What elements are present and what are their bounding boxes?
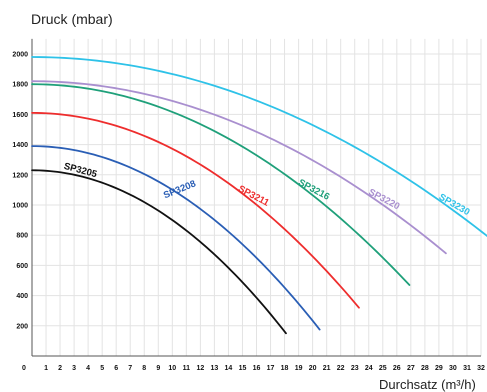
- x-tick-label: 1: [44, 365, 48, 372]
- y-tick-label: 1000: [12, 203, 28, 210]
- y-axis-ticks: 200 400 600 800 1000 1200 1400 1600 1800 2000: [12, 52, 28, 331]
- x-axis-ticks: 0 1 2 3 4 5 6 7 8 9 10 11 12 13 14 15 16 17 18 19 20 21 22 23 24…: [22, 365, 485, 372]
- x-tick-label: 30: [449, 365, 457, 372]
- x-tick-label: 10: [168, 365, 176, 372]
- x-tick-label: 14: [225, 365, 233, 372]
- x-tick-label: 32: [477, 365, 485, 372]
- x-tick-label: 2: [58, 365, 62, 372]
- x-tick-label: 9: [156, 365, 160, 372]
- y-tick-label: 600: [16, 263, 28, 270]
- y-tick-label: 1800: [12, 82, 28, 89]
- y-tick-label: 400: [16, 293, 28, 300]
- x-tick-label: 28: [421, 365, 429, 372]
- x-tick-label: 26: [393, 365, 401, 372]
- x-tick-label: 4: [86, 365, 90, 372]
- x-tick-label: 20: [309, 365, 317, 372]
- x-tick-label: 16: [253, 365, 261, 372]
- series-line-sp3220: [31, 80, 447, 255]
- x-tick-label: 21: [323, 365, 331, 372]
- y-tick-label: 1600: [12, 112, 28, 119]
- x-tick-label: 3: [72, 365, 76, 372]
- y-axis-label: Druck (mbar): [31, 11, 113, 27]
- x-tick-label: 27: [407, 365, 415, 372]
- series-line-sp3211: [31, 111, 360, 309]
- x-tick-label: 31: [463, 365, 471, 372]
- x-tick-label: 15: [239, 365, 247, 372]
- x-tick-label: 7: [128, 365, 132, 372]
- y-tick-label: 1400: [12, 142, 28, 149]
- series-label-sp3208: SP3208: [162, 178, 197, 201]
- x-axis-label: Durchsatz (m³/h): [379, 377, 476, 392]
- x-tick-label: 19: [295, 365, 303, 372]
- series-line-sp3205: [31, 169, 287, 335]
- x-tick-label: 23: [351, 365, 359, 372]
- series-line-sp3230: [31, 56, 487, 238]
- x-tick-label: 13: [211, 365, 219, 372]
- series-curves: [31, 56, 487, 335]
- x-tick-label: 25: [379, 365, 387, 372]
- series-label-sp3220: SP3220: [366, 187, 401, 213]
- x-tick-label: 5: [100, 365, 104, 372]
- x-tick-label: 8: [142, 365, 146, 372]
- y-tick-label: 800: [16, 233, 28, 240]
- x-tick-label: 22: [337, 365, 345, 372]
- x-tick-label: 12: [196, 365, 204, 372]
- series-line-sp3216: [31, 83, 411, 286]
- y-tick-label: 2000: [12, 52, 28, 59]
- series-label-sp3205: SP3205: [63, 161, 99, 181]
- series-line-sp3208: [31, 145, 321, 331]
- x-tick-label: 17: [267, 365, 275, 372]
- x-tick-label: 6: [114, 365, 118, 372]
- x-tick-label: 29: [435, 365, 443, 372]
- y-tick-label: 1200: [12, 172, 28, 179]
- x-tick-label: 0: [22, 365, 26, 372]
- x-tick-label: 18: [281, 365, 289, 372]
- x-tick-label: 11: [183, 365, 191, 372]
- x-tick-label: 24: [365, 365, 373, 372]
- series-label-sp3216: SP3216: [296, 177, 331, 203]
- y-tick-label: 200: [16, 323, 28, 330]
